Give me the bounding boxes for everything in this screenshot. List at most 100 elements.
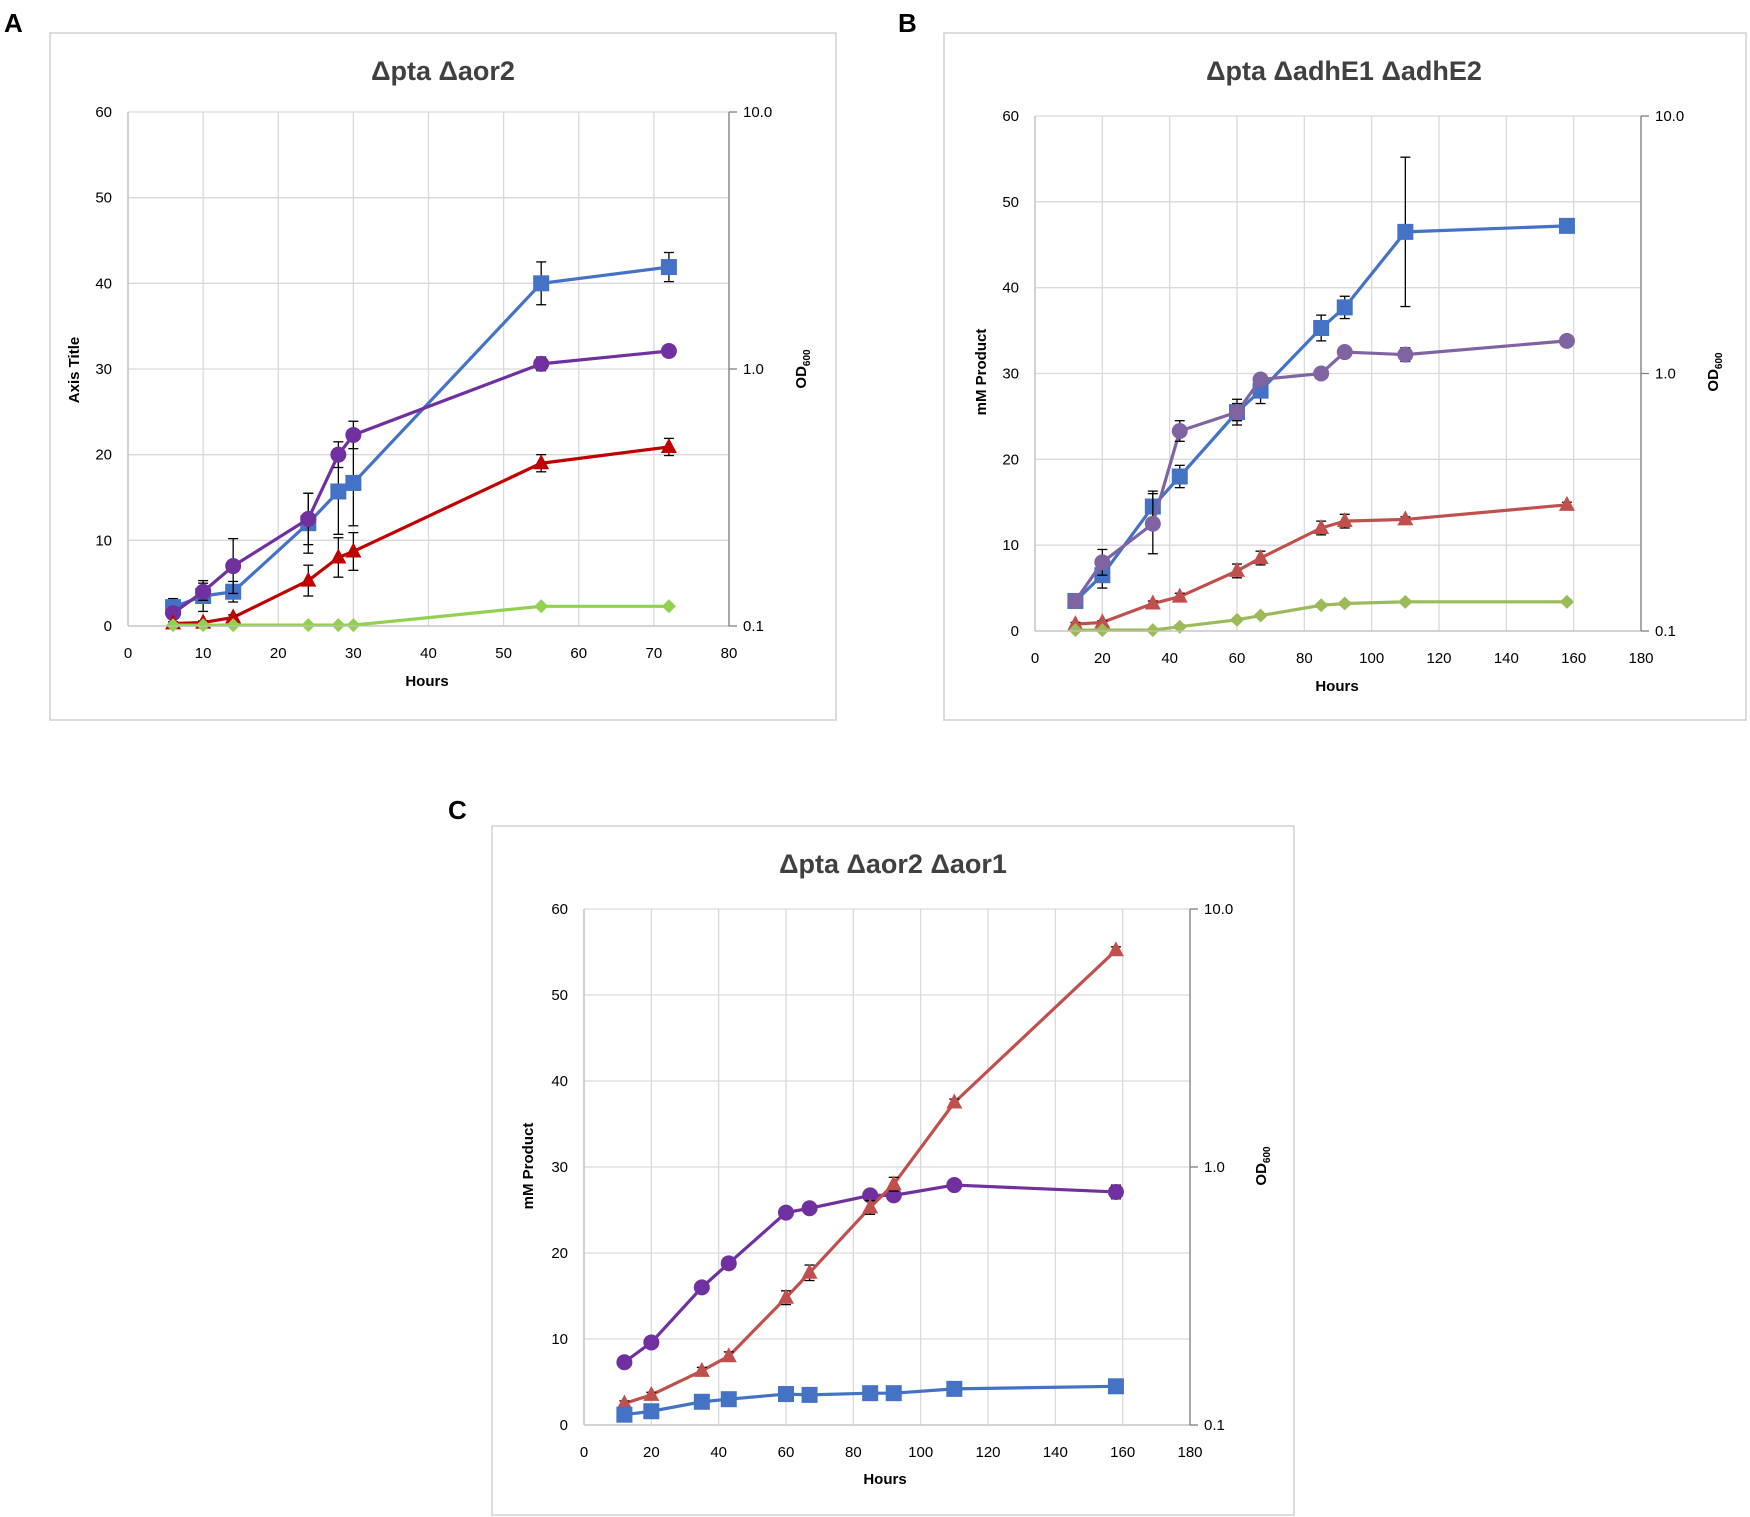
series-green-diamonds xyxy=(1068,594,1574,638)
panel-b: B Δpta ΔadhE1 ΔadhE2 0 20 40 60 80 100 120 140 1… xyxy=(898,8,1747,721)
series-green-diamonds xyxy=(166,599,676,633)
data-point-circle xyxy=(1252,371,1269,388)
data-point-circle xyxy=(862,1187,879,1204)
data-point-triangle xyxy=(660,437,677,453)
data-point-square xyxy=(1397,223,1414,240)
data-point-triangle xyxy=(643,1385,660,1401)
series-line xyxy=(1074,224,1567,603)
y-axis-label: mM Product xyxy=(520,1123,537,1210)
chart-title: Δpta Δaor2 Δaor1 xyxy=(779,849,1007,879)
data-point-diamond xyxy=(1172,619,1187,634)
y-tick-label: 60 xyxy=(551,901,568,918)
panel-label: C xyxy=(448,795,467,825)
data-point-triangle xyxy=(1229,561,1245,577)
data-point-square xyxy=(946,1380,963,1397)
x-tick-label: 70 xyxy=(646,645,663,662)
data-point-triangle xyxy=(330,548,347,564)
y2-axis-label-sub: 600 xyxy=(802,349,813,366)
y-tick-label: 30 xyxy=(95,361,112,378)
data-point-triangle xyxy=(1397,510,1414,526)
data-point-triangle xyxy=(778,1288,794,1304)
y-tick-label: 30 xyxy=(1002,366,1019,383)
data-point-triangle xyxy=(720,1347,737,1363)
y-tick-label: 0 xyxy=(104,618,112,635)
y-tick-label: 0 xyxy=(1011,623,1019,640)
x-tick-label: 50 xyxy=(495,645,512,662)
y-axis-label: mM Product xyxy=(973,329,990,416)
data-point-diamond xyxy=(1095,623,1110,638)
y-tick-label: 10 xyxy=(551,1331,568,1348)
y-tick-label: 60 xyxy=(1002,108,1019,125)
series-line xyxy=(1075,503,1568,626)
chart-frame xyxy=(491,825,1295,1516)
data-point-circle xyxy=(1067,592,1084,609)
y2-tick-label: 10.0 xyxy=(1204,901,1233,918)
data-point-circle xyxy=(946,1177,963,1194)
y2-axis-label: OD600 xyxy=(1253,1146,1273,1186)
y2-axis-label-main: OD xyxy=(793,366,810,389)
data-point-triangle xyxy=(616,1394,633,1410)
data-point-square xyxy=(1558,217,1575,234)
data-point-circle xyxy=(1336,344,1353,361)
series-line xyxy=(624,1384,1116,1417)
data-point-circle xyxy=(1229,404,1245,421)
axes: 0 20 40 60 80 100 120 140 160 180 0 10 20 30 40 50 60 0.1… xyxy=(1002,108,1684,667)
x-tick-label: 160 xyxy=(1561,650,1586,667)
series-group xyxy=(165,251,677,633)
data-point-circle xyxy=(720,1255,737,1272)
series-line xyxy=(623,949,1118,1406)
panel-label: B xyxy=(898,8,917,38)
data-point-triangle xyxy=(946,1093,963,1109)
x-tick-label: 140 xyxy=(1043,1444,1068,1461)
x-tick-label: 20 xyxy=(270,645,287,662)
data-point-circle xyxy=(778,1204,794,1221)
data-point-circle xyxy=(345,426,362,443)
y2-tick-label: 1.0 xyxy=(743,361,764,378)
data-point-circle xyxy=(660,343,677,360)
y-tick-label: 40 xyxy=(95,275,112,292)
y-tick-label: 20 xyxy=(551,1245,568,1262)
x-axis-label: Hours xyxy=(405,673,448,690)
data-point-diamond xyxy=(226,618,241,633)
chart-title: Δpta Δaor2 xyxy=(371,56,515,86)
data-point-diamond xyxy=(331,618,346,633)
x-tick-label: 80 xyxy=(721,645,738,662)
data-point-circle xyxy=(1313,365,1330,382)
y2-axis-label-sub: 600 xyxy=(1262,1146,1273,1163)
x-tick-label: 140 xyxy=(1494,650,1519,667)
x-tick-label: 180 xyxy=(1177,1444,1202,1461)
panel-a: A Δpta Δaor2 0 10 20 30 40 50 60 70 80 0 10 20 30 40 5… xyxy=(4,8,837,721)
data-point-triangle xyxy=(801,1263,818,1279)
y2-tick-label: 0.1 xyxy=(1655,623,1676,640)
x-tick-label: 180 xyxy=(1628,650,1653,667)
data-point-triangle xyxy=(693,1361,710,1377)
data-point-square xyxy=(885,1385,902,1402)
series-line xyxy=(1075,600,1567,632)
x-tick-label: 60 xyxy=(778,1444,795,1461)
y2-axis-label: OD600 xyxy=(1705,352,1725,392)
data-point-square xyxy=(345,474,362,491)
data-point-triangle xyxy=(1144,594,1161,610)
y2-axis-label: OD600 xyxy=(793,349,813,389)
data-point-triangle xyxy=(1171,587,1188,603)
data-point-circle xyxy=(1107,1183,1124,1200)
x-axis-label: Hours xyxy=(1315,678,1358,695)
data-point-square xyxy=(1171,468,1188,485)
data-point-triangle xyxy=(300,571,317,587)
y-tick-label: 60 xyxy=(95,104,112,121)
series-group xyxy=(1067,156,1575,638)
data-point-square xyxy=(643,1403,660,1420)
data-point-circle xyxy=(195,583,212,600)
data-point-square xyxy=(533,275,550,292)
data-point-diamond xyxy=(1253,608,1268,623)
x-tick-label: 80 xyxy=(1296,650,1313,667)
data-point-square xyxy=(660,259,677,276)
y2-axis-label-main: OD xyxy=(1705,369,1722,392)
series-red-triangles xyxy=(1067,495,1575,631)
data-point-diamond xyxy=(1145,623,1160,638)
data-point-square xyxy=(862,1385,879,1402)
x-tick-label: 100 xyxy=(1359,650,1384,667)
x-tick-label: 100 xyxy=(908,1444,933,1461)
data-point-diamond xyxy=(301,618,316,633)
